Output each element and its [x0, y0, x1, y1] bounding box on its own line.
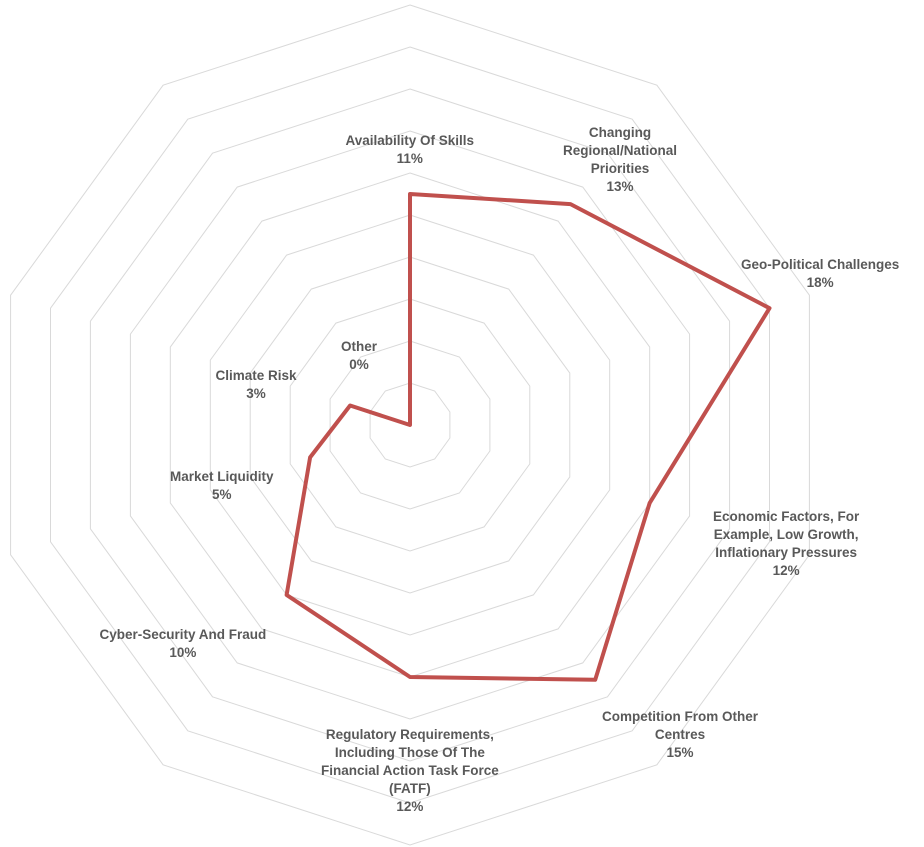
grid-ring-3 [289, 298, 531, 552]
grid-ring-5 [209, 214, 611, 636]
category-label-4: Competition From Other Centres 15% [602, 708, 758, 762]
category-value: 3% [246, 386, 266, 401]
category-label-6: Cyber-Security And Fraud 10% [100, 626, 267, 662]
category-name-line: Climate Risk [215, 368, 297, 383]
category-name-line: Financial Action Task Force [321, 763, 499, 778]
category-label-0: Availability Of Skills 11% [346, 132, 475, 168]
grid-ring-1 [369, 382, 451, 468]
category-name-line: (FATF) [389, 781, 431, 796]
category-name-line: Priorities [590, 161, 650, 176]
category-label-1: Changing Regional/National Priorities 13% [563, 124, 677, 196]
series-line [284, 192, 772, 682]
category-label-3: Economic Factors, For Example, Low Growth… [713, 508, 859, 580]
category-name-line: Regional/National [563, 143, 678, 158]
category-name-line: Availability Of Skills [345, 133, 475, 148]
category-value: 11% [396, 151, 423, 166]
category-name-line: Including Those Of The [334, 745, 485, 760]
category-value: 5% [212, 487, 232, 502]
category-name-line: Changing [588, 125, 652, 140]
category-value: 0% [349, 357, 369, 372]
category-value: 13% [606, 179, 634, 194]
category-name-line: Other [341, 339, 378, 354]
category-label-8: Climate Risk 3% [216, 367, 297, 403]
category-value: 15% [666, 745, 694, 760]
grid-ring-2 [329, 340, 491, 510]
grid-ring-10 [10, 4, 810, 846]
category-label-5: Regulatory Requirements, Including Those … [321, 726, 499, 816]
category-value: 12% [396, 799, 424, 814]
category-value: 10% [169, 645, 197, 660]
category-name-line: Regulatory Requirements, [325, 727, 494, 742]
category-label-2: Geo-Political Challenges 18% [741, 256, 899, 292]
category-label-9: Other 0% [341, 338, 377, 374]
category-label-7: Market Liquidity 5% [170, 468, 274, 504]
category-name-line: Competition From Other [602, 709, 758, 724]
category-name-line: Cyber-Security And Fraud [99, 627, 267, 642]
category-name-line: Example, Low Growth, [713, 527, 859, 542]
category-name-line: Market Liquidity [170, 469, 274, 484]
grid-ring-7 [129, 130, 691, 720]
category-value: 18% [806, 275, 834, 290]
grid-ring-9 [50, 46, 770, 804]
category-name-line: Geo-Political Challenges [741, 257, 900, 272]
grid-ring-4 [249, 256, 571, 594]
category-name-line: Economic Factors, For [713, 509, 860, 524]
category-name-line: Centres [654, 727, 706, 742]
category-name-line: Inflationary Pressures [715, 545, 858, 560]
category-value: 12% [772, 563, 800, 578]
radar-series [284, 192, 772, 682]
